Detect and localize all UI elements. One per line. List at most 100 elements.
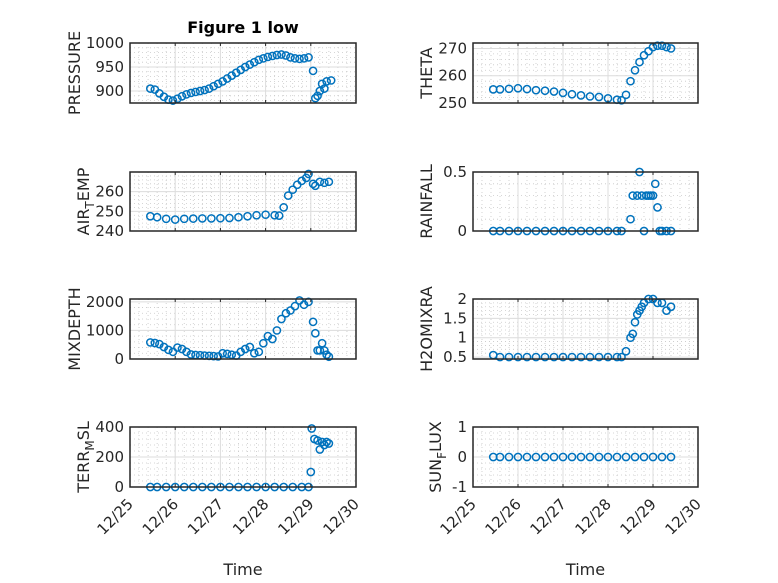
data-point [513,352,523,362]
data-point [240,344,250,354]
data-point [585,352,595,362]
data-point [288,185,298,195]
subplot-rainfall: 0 0.5 RAINFALL [417,163,699,240]
data-point [657,452,667,462]
data-point [188,214,198,223]
y-tick-label: 1000 [86,321,124,339]
chart-title: Figure 1 low [187,18,299,37]
data-point [320,178,329,188]
data-point [216,213,225,223]
data-point [531,452,541,462]
data-point [639,452,649,462]
data-point [179,214,189,224]
data-point [245,60,255,69]
data-point [240,62,250,72]
y-tick-label: 270 [438,39,467,57]
data-point [177,91,187,101]
data-point [310,93,320,103]
data-point [268,334,277,344]
data-point [182,90,191,99]
x-axis-label: Time [222,560,262,579]
data-point [585,92,595,101]
data-point [150,338,160,348]
data-point [313,91,322,101]
data-point [213,79,223,89]
data-point [145,84,155,93]
data-point [268,51,277,61]
y-tick-label: -1 [452,478,467,496]
y-axis-label: AIRTEMP [74,167,97,235]
data-point [281,51,291,60]
data-point [252,210,261,220]
y-tick-label: 400 [95,418,124,436]
data-point [306,467,316,477]
axes-box [129,426,357,488]
data-point [283,191,293,200]
y-axis-label: H2OMIXRA [417,286,436,372]
axes-box [129,298,357,360]
data-point [576,352,586,362]
y-tick-label: 0.5 [443,348,467,366]
data-point [630,65,640,75]
data-point [531,85,541,95]
x-axis-label: Time [565,560,605,579]
data-point [249,57,259,67]
data-point [603,452,613,462]
data-point [317,79,327,89]
y-axis-label: PRESSURE [65,31,84,115]
y-tick-label: 2000 [86,293,124,311]
data-point [612,452,622,462]
y-tick-label: 240 [95,222,124,240]
data-point [308,317,318,327]
data-point [286,53,295,62]
data-point [648,191,658,200]
data-point [495,85,505,94]
data-point [324,439,334,448]
data-point [204,84,214,93]
data-point [243,211,252,221]
data-point [666,44,676,53]
data-point [254,347,264,357]
data-point [567,352,577,362]
data-point [549,87,559,96]
data-point [161,214,171,224]
data-point [173,343,182,352]
plot-area [473,172,698,231]
data-point [632,191,642,200]
data-point [540,86,550,96]
data-point [567,89,577,99]
data-point [617,95,626,105]
y-tick-label: 0 [114,478,124,496]
data-point [225,213,234,223]
x-tick-label: 12/25 [94,495,137,538]
data-point [272,326,282,335]
data-point [495,452,505,462]
data-point [261,210,270,220]
data-point [635,57,644,67]
axes-box [472,298,699,360]
data-point [315,445,325,454]
data-point [513,83,523,93]
y-tick-label: 1000 [86,34,124,52]
data-point [504,352,514,362]
data-point [603,352,613,362]
data-point [653,203,662,212]
data-point [522,452,532,462]
y-tick-label: 900 [95,82,124,100]
x-tick-label: 12/26 [139,495,182,538]
data-point [585,452,595,462]
data-point [277,314,286,324]
data-point [594,352,604,362]
data-point [594,92,604,102]
data-point [263,52,273,62]
axes-box [129,171,357,232]
data-point [290,54,300,63]
data-point [657,41,667,51]
x-tick-label: 12/29 [274,495,317,538]
data-point [522,352,532,362]
data-point [274,211,284,221]
x-tick-label: 12/29 [617,495,660,538]
